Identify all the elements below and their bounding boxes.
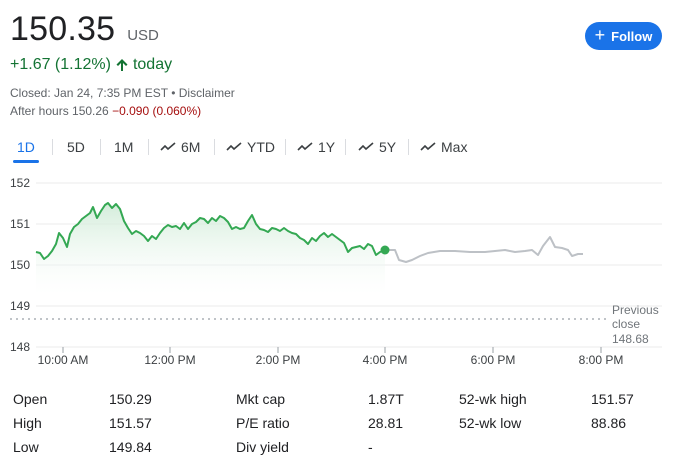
- stat-value: 88.86: [591, 415, 627, 431]
- follow-button[interactable]: + Follow: [585, 22, 662, 50]
- y-tick-label: 148: [10, 340, 30, 354]
- current-price: 150.35: [10, 10, 116, 48]
- stat-label: 52-wk high: [459, 391, 527, 407]
- tab-1m[interactable]: 1M: [114, 133, 133, 161]
- follow-button-label: Follow: [611, 28, 653, 44]
- tab-label: 1Y: [318, 139, 336, 155]
- x-tick-label: 8:00 PM: [579, 353, 624, 367]
- stat-value: 151.57: [591, 391, 634, 407]
- trend-icon: [160, 142, 176, 151]
- tab-label: 1M: [114, 139, 134, 155]
- stat-value: 1.87T: [368, 391, 404, 407]
- tab-divider: [214, 139, 215, 155]
- last-price-marker: [380, 245, 390, 255]
- stat-value: 149.84: [109, 439, 152, 455]
- arrow-up-icon: [116, 59, 128, 71]
- y-tick-label: 150: [10, 258, 30, 272]
- after-hours-change: −0.090 (0.060%): [112, 104, 202, 118]
- tab-divider: [100, 139, 101, 155]
- tab-5y[interactable]: 5Y: [358, 133, 396, 161]
- plus-icon: +: [594, 25, 606, 45]
- trend-icon: [358, 142, 374, 151]
- stat-value: 28.81: [368, 415, 404, 431]
- stat-label: Open: [13, 391, 48, 407]
- tab-divider: [408, 139, 409, 155]
- stat-value: -: [368, 439, 373, 455]
- price-chart[interactable]: 152 151 150 149 148 10:00 AM 12:00 PM 2:…: [0, 170, 695, 370]
- stat-value: 150.29: [109, 391, 152, 407]
- after-hours-line: [385, 236, 583, 263]
- x-tick-label: 10:00 AM: [38, 353, 89, 367]
- stat-label: Mkt cap: [236, 391, 286, 407]
- tab-divider: [285, 139, 286, 155]
- tab-label: 1D: [17, 139, 35, 155]
- tab-label: 5D: [67, 139, 85, 155]
- y-tick-label: 151: [10, 217, 30, 231]
- x-tick-label: 6:00 PM: [471, 353, 516, 367]
- tab-6m[interactable]: 6M: [160, 133, 200, 161]
- stat-label: Low: [13, 439, 39, 455]
- y-tick-label: 152: [10, 176, 30, 190]
- tab-label: 5Y: [379, 139, 397, 155]
- trend-icon: [420, 142, 436, 151]
- x-tick-label: 2:00 PM: [256, 353, 301, 367]
- change-period: today: [132, 56, 173, 73]
- y-tick-label: 149: [10, 299, 30, 313]
- tab-label: 6M: [181, 139, 201, 155]
- previous-close-value: 148.68: [612, 332, 649, 346]
- price-row: 150.35 USD: [10, 10, 159, 49]
- stat-label: Div yield: [236, 439, 289, 455]
- after-hours-label: After hours 150.26: [10, 104, 109, 118]
- x-tick-label: 12:00 PM: [144, 353, 195, 367]
- market-closed-text: Closed: Jan 24, 7:35 PM EST • Disclaimer: [10, 86, 235, 100]
- after-hours-row: After hours 150.26 −0.090 (0.060%): [10, 104, 201, 118]
- range-tabs: 1D 5D 1M 6M YTD 1Y 5Y Max: [0, 133, 695, 163]
- price-change: +1.67 (1.12%): [10, 56, 111, 73]
- tab-divider: [345, 139, 346, 155]
- regular-session-area: [36, 203, 385, 295]
- tab-1y[interactable]: 1Y: [297, 133, 335, 161]
- stat-value: 151.57: [109, 415, 152, 431]
- price-change-row: +1.67 (1.12%) today: [10, 56, 172, 74]
- previous-close-label: close: [612, 317, 640, 331]
- tab-ytd[interactable]: YTD: [226, 133, 275, 161]
- tab-label: YTD: [247, 139, 275, 155]
- stat-label: 52-wk low: [459, 415, 522, 431]
- previous-close-label: Previous: [612, 303, 659, 317]
- tab-divider: [52, 139, 53, 155]
- trend-icon: [226, 142, 242, 151]
- stat-label: High: [13, 415, 42, 431]
- x-tick-label: 4:00 PM: [363, 353, 408, 367]
- tab-1d[interactable]: 1D: [13, 133, 39, 163]
- trend-icon: [297, 142, 313, 151]
- stat-label: P/E ratio: [236, 415, 290, 431]
- tab-5d[interactable]: 5D: [67, 133, 85, 161]
- currency-label: USD: [127, 27, 159, 44]
- regular-session-line: [35, 202, 386, 260]
- tab-divider: [148, 139, 149, 155]
- tab-max[interactable]: Max: [420, 133, 467, 161]
- active-tab-indicator: [13, 160, 39, 163]
- tab-label: Max: [441, 139, 468, 155]
